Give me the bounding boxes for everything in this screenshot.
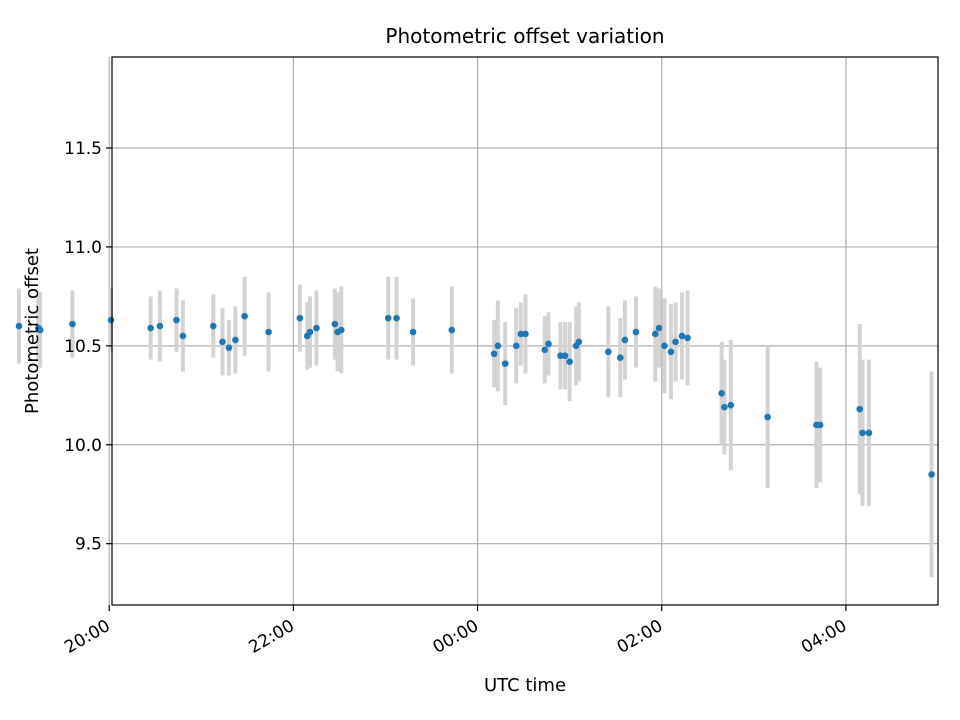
data-point (156, 322, 164, 330)
data-point (15, 322, 23, 330)
data-point (448, 326, 456, 334)
x-axis-label: UTC time (484, 675, 566, 696)
data-point (617, 354, 624, 362)
data-point (232, 336, 239, 344)
chart-title: Photometric offset variation (385, 24, 664, 48)
plot-frame (111, 56, 939, 606)
y-tick-label: 11.0 (64, 238, 102, 258)
data-point (147, 324, 154, 332)
data-point (727, 401, 735, 409)
data-point (490, 350, 498, 358)
data-point (522, 330, 529, 338)
data-point (816, 421, 824, 429)
data-point (865, 429, 873, 437)
data-point (661, 342, 668, 350)
data-point (557, 352, 564, 360)
data-point (541, 346, 549, 354)
data-point (241, 312, 248, 320)
data-point (501, 360, 509, 367)
data-point (331, 320, 339, 328)
data-point (265, 328, 272, 336)
y-axis-ticks: 9.5 10.0 10.5 11.0 11.5 (64, 139, 112, 555)
data-point (561, 352, 569, 360)
data-points (15, 312, 935, 478)
data-point (856, 405, 864, 413)
grid (108, 57, 938, 605)
data-point (859, 429, 866, 437)
data-point (179, 332, 187, 340)
data-point (517, 330, 525, 338)
data-point (225, 344, 233, 352)
data-point (621, 336, 629, 344)
data-point (667, 348, 675, 356)
data-point (655, 324, 663, 332)
data-point (209, 322, 217, 330)
y-tick-label: 9.5 (75, 535, 102, 555)
data-point (36, 326, 44, 334)
data-point (672, 338, 679, 346)
data-point (678, 332, 686, 340)
data-point (605, 348, 612, 356)
data-point (337, 326, 345, 334)
data-point (306, 328, 314, 336)
y-tick-label: 11.5 (64, 139, 102, 159)
data-point (173, 316, 180, 324)
data-point (107, 316, 115, 324)
data-point (512, 342, 520, 350)
data-point (384, 314, 392, 322)
data-point (393, 314, 400, 322)
data-point (545, 340, 552, 348)
data-point (764, 413, 771, 421)
data-point (684, 334, 691, 342)
data-point (409, 328, 417, 336)
data-point (575, 338, 583, 346)
data-point (651, 330, 659, 338)
data-point (494, 342, 502, 350)
data-point (69, 320, 76, 328)
data-point (718, 390, 725, 397)
y-tick-label: 10.5 (64, 337, 102, 357)
data-point (632, 328, 640, 336)
y-axis-label: Photometric offset (22, 248, 43, 414)
data-point (721, 403, 728, 411)
data-point (928, 471, 935, 478)
data-point (296, 314, 304, 322)
data-point (219, 338, 226, 346)
data-point (566, 358, 573, 365)
data-point (313, 324, 320, 332)
y-tick-label: 10.0 (64, 436, 102, 456)
